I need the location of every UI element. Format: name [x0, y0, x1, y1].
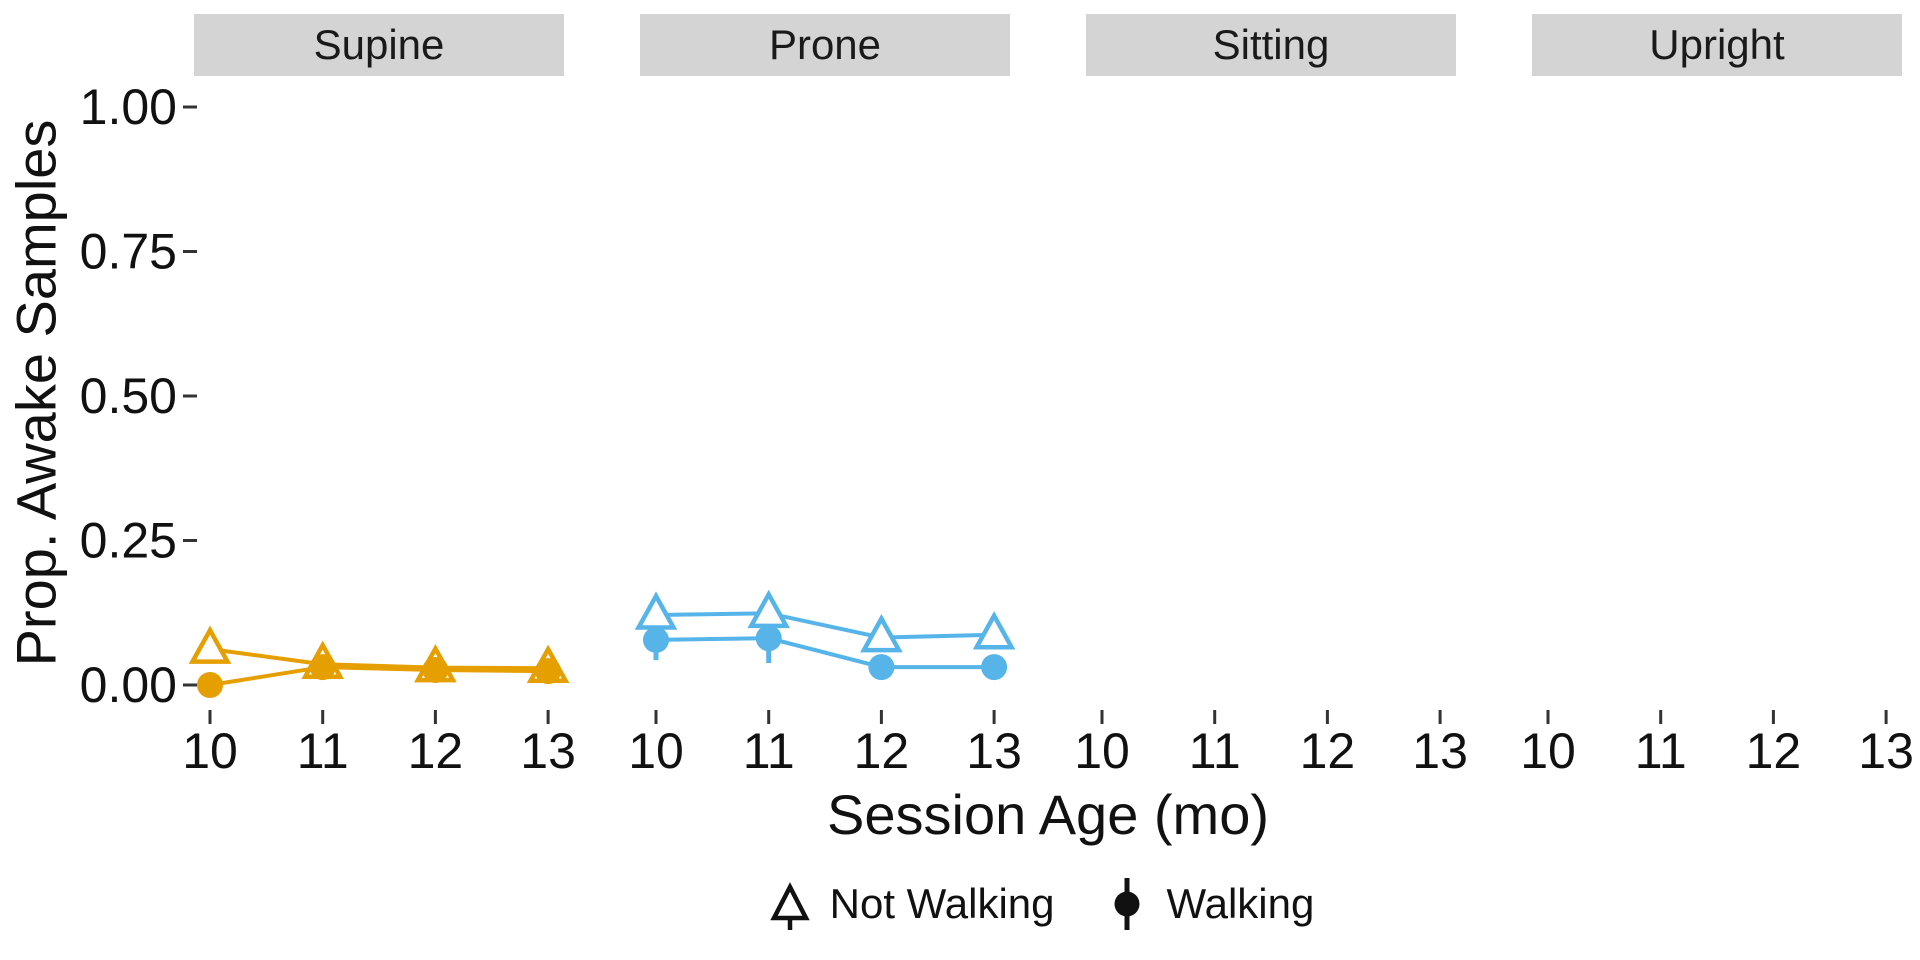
walking-circle-icon — [1114, 878, 1140, 930]
x-tick-label: 12 — [408, 723, 464, 779]
x-tick-label: 13 — [1858, 723, 1914, 779]
x-tick-label: 13 — [1412, 723, 1468, 779]
legend: Not Walking Walking — [178, 866, 1902, 942]
y-tick-label: 0.75 — [80, 224, 177, 280]
x-tick-label: 11 — [743, 723, 795, 779]
x-tick-label: 13 — [520, 723, 576, 779]
x-tick-label: 13 — [966, 723, 1022, 779]
legend-label-walking: Walking — [1166, 880, 1315, 927]
triangle-marker — [747, 589, 791, 629]
circle-marker — [755, 625, 782, 652]
y-axis-title: Prop. Awake Samples — [4, 119, 68, 667]
circle-marker — [309, 654, 336, 681]
series-line-walking — [655, 636, 995, 670]
legend-label-not-walking: Not Walking — [829, 880, 1055, 927]
x-tick-label: 10 — [182, 723, 238, 779]
x-tick-label: 11 — [1635, 723, 1687, 779]
y-tick-label: 1.00 — [80, 79, 177, 135]
circle-marker — [535, 658, 562, 685]
facet-strip-prone: Prone — [640, 14, 1010, 76]
triangle-marker — [972, 611, 1016, 650]
legend-item-walking: Walking — [1103, 873, 1315, 935]
facet-strip-sitting: Sitting — [1086, 14, 1456, 76]
series-line-walking — [209, 665, 549, 687]
x-tick-label: 11 — [1189, 723, 1241, 779]
y-tick-label: 0.50 — [80, 368, 177, 424]
circle-marker — [197, 672, 223, 698]
triangle-marker — [634, 591, 678, 630]
y-tick-label: 0.25 — [80, 513, 177, 569]
circle-marker — [643, 626, 669, 653]
legend-item-not-walking: Not Walking — [766, 873, 1055, 935]
x-tick-label: 10 — [1074, 723, 1130, 779]
x-tick-label: 10 — [1520, 723, 1576, 779]
facet-strip-upright: Upright — [1532, 14, 1902, 76]
circle-marker — [422, 656, 449, 683]
x-tick-label: 12 — [1300, 723, 1356, 779]
x-axis-title: Session Age (mo) — [827, 783, 1269, 846]
not-walking-triangle-icon — [769, 882, 810, 930]
x-tick-label: 12 — [1746, 723, 1802, 779]
x-tick-label: 12 — [854, 723, 910, 779]
x-tick-label: 11 — [297, 723, 349, 779]
x-tick-label: 10 — [628, 723, 684, 779]
series-line-not-walking — [209, 647, 549, 671]
facet-strip-supine: Supine — [194, 14, 564, 76]
triangle-marker — [188, 625, 232, 664]
circle-marker — [868, 654, 895, 681]
series-line-not-walking — [655, 611, 995, 640]
triangle-marker — [860, 613, 903, 653]
y-tick-label: 0.00 — [80, 657, 177, 713]
circle-marker — [981, 654, 1008, 681]
